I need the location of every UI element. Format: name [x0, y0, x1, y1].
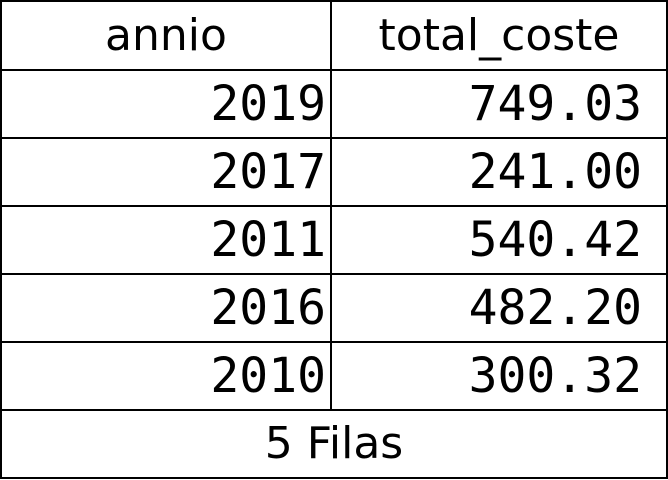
column-header-annio: annio: [0, 0, 332, 71]
cell-total-coste: 749.03: [330, 69, 668, 139]
cell-total-coste: 540.42: [330, 205, 668, 275]
cell-total-coste: 241.00: [330, 137, 668, 207]
row-count-label: 5 Filas: [0, 409, 668, 479]
table-row: 2016 482.20: [0, 273, 668, 343]
table-row: 2011 540.42: [0, 205, 668, 275]
cell-annio: 2011: [0, 205, 332, 275]
cell-annio: 2017: [0, 137, 332, 207]
table-row: 2010 300.32: [0, 341, 668, 411]
column-header-total-coste: total_coste: [330, 0, 668, 71]
cell-total-coste: 300.32: [330, 341, 668, 411]
cell-total-coste: 482.20: [330, 273, 668, 343]
table-header-row: annio total_coste: [0, 0, 668, 71]
table-row: 2019 749.03: [0, 69, 668, 139]
cell-annio: 2019: [0, 69, 332, 139]
cell-annio: 2016: [0, 273, 332, 343]
cell-annio: 2010: [0, 341, 332, 411]
table-footer-row: 5 Filas: [0, 409, 668, 479]
table-row: 2017 241.00: [0, 137, 668, 207]
